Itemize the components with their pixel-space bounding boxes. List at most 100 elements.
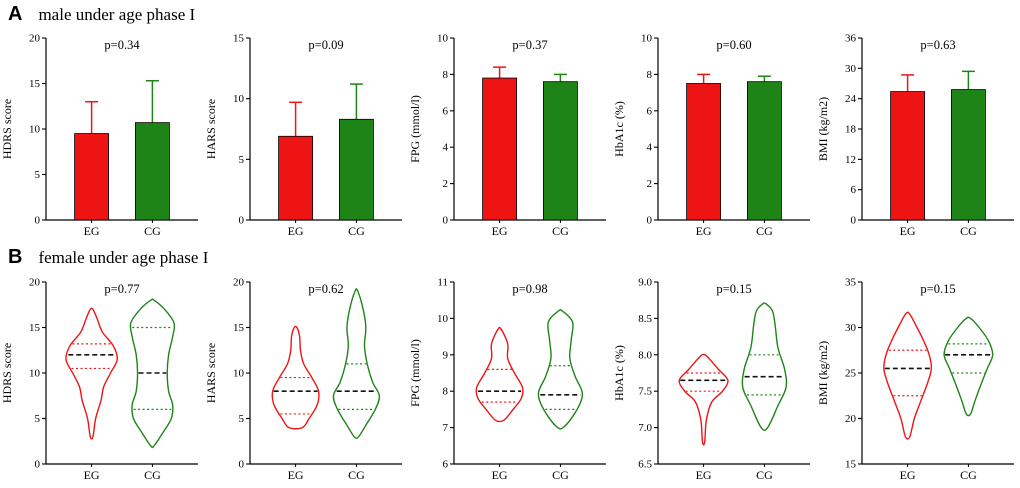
svg-text:10: 10 — [29, 124, 41, 136]
svg-text:7.0: 7.0 — [638, 422, 652, 434]
svg-text:15: 15 — [845, 459, 857, 471]
chart-canvas: 15 20 25 30 35 BMI (kg/m2) p=0.15 EG CG — [816, 277, 1014, 482]
svg-text:5: 5 — [35, 169, 41, 181]
svg-text:6: 6 — [443, 459, 449, 471]
panel-a-label: A — [8, 3, 23, 25]
svg-text:p=0.34: p=0.34 — [104, 38, 140, 52]
svg-text:p=0.98: p=0.98 — [512, 282, 547, 296]
chart-b-hba1c-violin: 6.5 7.0 7.5 8.0 8.5 9.0 HbA1c (%) p=0.15 EG CG — [612, 268, 816, 486]
svg-text:CG: CG — [552, 468, 569, 482]
svg-text:HDRS score: HDRS score — [0, 343, 14, 403]
svg-text:10: 10 — [29, 368, 41, 380]
svg-text:5: 5 — [239, 413, 245, 425]
svg-text:EG: EG — [492, 468, 508, 482]
svg-text:EG: EG — [900, 224, 916, 238]
svg-text:30: 30 — [845, 63, 857, 75]
svg-text:p=0.37: p=0.37 — [512, 38, 547, 52]
chart-a-hba1c-bar: 0 2 4 6 8 10 HbA1c (%) p=0.60 EG CG — [612, 24, 816, 242]
svg-text:0: 0 — [647, 215, 653, 227]
svg-text:CG: CG — [552, 224, 569, 238]
svg-text:4: 4 — [443, 142, 449, 154]
svg-text:2: 2 — [647, 178, 653, 190]
panel-a-charts-row: 0 5 10 15 20 HDRS score p=0.34 EG CG 0 5 10 15 HARS … — [0, 24, 1020, 242]
svg-text:0: 0 — [35, 215, 41, 227]
svg-text:CG: CG — [348, 224, 365, 238]
svg-text:p=0.15: p=0.15 — [920, 282, 955, 296]
panel-b-charts-row: 0 5 10 15 20 HDRS score p=0.77 EG CG 0 5 10 15 20 HAR… — [0, 268, 1020, 486]
svg-text:BMI (kg/m2): BMI (kg/m2) — [816, 341, 830, 405]
svg-text:15: 15 — [29, 78, 41, 90]
svg-text:2: 2 — [443, 178, 449, 190]
svg-text:35: 35 — [845, 277, 857, 289]
svg-text:6: 6 — [647, 105, 653, 117]
chart-a-hars-bar: 0 5 10 15 HARS score p=0.09 EG CG — [204, 24, 408, 242]
svg-text:10: 10 — [437, 313, 449, 325]
chart-canvas: 0 5 10 15 20 HARS score p=0.62 EG CG — [204, 277, 402, 482]
svg-text:p=0.15: p=0.15 — [716, 282, 751, 296]
chart-b-hars-violin: 0 5 10 15 20 HARS score p=0.62 EG CG — [204, 268, 408, 486]
svg-text:0: 0 — [239, 215, 245, 227]
svg-text:p=0.62: p=0.62 — [308, 282, 343, 296]
svg-text:FPG (mmol/l): FPG (mmol/l) — [408, 339, 422, 407]
svg-text:HDRS score: HDRS score — [0, 99, 14, 159]
svg-text:9.0: 9.0 — [638, 277, 652, 289]
svg-text:5: 5 — [35, 413, 41, 425]
svg-text:8.5: 8.5 — [638, 313, 652, 325]
svg-text:15: 15 — [233, 322, 245, 334]
chart-canvas: 6.5 7.0 7.5 8.0 8.5 9.0 HbA1c (%) p=0.15 EG CG — [612, 277, 810, 482]
svg-text:36: 36 — [845, 33, 857, 45]
chart-a-bmi-bar: 0 6 12 18 24 30 36 BMI (kg/m2) p=0.63 EG CG — [816, 24, 1020, 242]
chart-canvas: 0 5 10 15 20 HDRS score p=0.77 EG CG — [0, 277, 198, 482]
chart-canvas: 0 5 10 15 20 HDRS score p=0.34 EG CG — [0, 33, 198, 238]
svg-text:HbA1c (%): HbA1c (%) — [612, 345, 626, 401]
svg-text:10: 10 — [233, 93, 245, 105]
svg-text:30: 30 — [845, 322, 857, 334]
svg-text:0: 0 — [851, 215, 857, 227]
svg-text:10: 10 — [641, 33, 653, 45]
svg-text:HARS score: HARS score — [204, 99, 218, 159]
svg-text:EG: EG — [696, 224, 712, 238]
svg-text:18: 18 — [845, 124, 857, 136]
svg-text:10: 10 — [233, 368, 245, 380]
svg-text:12: 12 — [845, 154, 856, 166]
svg-text:10: 10 — [437, 33, 449, 45]
svg-text:7.5: 7.5 — [638, 386, 652, 398]
chart-canvas: 6 7 8 9 10 11 FPG (mmol/l) p=0.98 EG CG — [408, 277, 606, 482]
svg-text:EG: EG — [288, 224, 304, 238]
chart-canvas: 0 6 12 18 24 30 36 BMI (kg/m2) p=0.63 EG CG — [816, 33, 1014, 238]
svg-text:15: 15 — [29, 322, 41, 334]
svg-text:FPG (mmol/l): FPG (mmol/l) — [408, 95, 422, 163]
svg-text:25: 25 — [845, 368, 857, 380]
svg-text:6: 6 — [851, 184, 857, 196]
svg-text:20: 20 — [845, 413, 857, 425]
svg-text:p=0.63: p=0.63 — [920, 38, 955, 52]
svg-text:CG: CG — [144, 468, 161, 482]
svg-text:20: 20 — [29, 277, 41, 289]
chart-canvas: 0 2 4 6 8 10 FPG (mmol/l) p=0.37 EG CG — [408, 33, 606, 238]
svg-text:4: 4 — [647, 142, 653, 154]
svg-text:CG: CG — [756, 224, 773, 238]
chart-b-hdrs-violin: 0 5 10 15 20 HDRS score p=0.77 EG CG — [0, 268, 204, 486]
svg-text:0: 0 — [35, 459, 41, 471]
svg-text:11: 11 — [437, 277, 448, 289]
svg-text:CG: CG — [756, 468, 773, 482]
svg-text:EG: EG — [84, 468, 100, 482]
svg-text:HbA1c (%): HbA1c (%) — [612, 101, 626, 157]
svg-text:EG: EG — [696, 468, 712, 482]
svg-text:6.5: 6.5 — [638, 459, 652, 471]
svg-text:HARS score: HARS score — [204, 343, 218, 403]
svg-text:8: 8 — [647, 69, 653, 81]
svg-text:CG: CG — [960, 468, 977, 482]
svg-text:EG: EG — [288, 468, 304, 482]
svg-text:EG: EG — [492, 224, 508, 238]
chart-canvas: 0 2 4 6 8 10 HbA1c (%) p=0.60 EG CG — [612, 33, 810, 238]
chart-b-fpg-violin: 6 7 8 9 10 11 FPG (mmol/l) p=0.98 EG CG — [408, 268, 612, 486]
svg-text:15: 15 — [233, 33, 245, 45]
panel-b-label: B — [8, 246, 23, 268]
svg-text:p=0.60: p=0.60 — [716, 38, 751, 52]
svg-text:8: 8 — [443, 69, 449, 81]
panel-a-header: A male under age phase I — [8, 4, 195, 24]
svg-text:20: 20 — [29, 33, 41, 45]
svg-text:8: 8 — [443, 386, 449, 398]
